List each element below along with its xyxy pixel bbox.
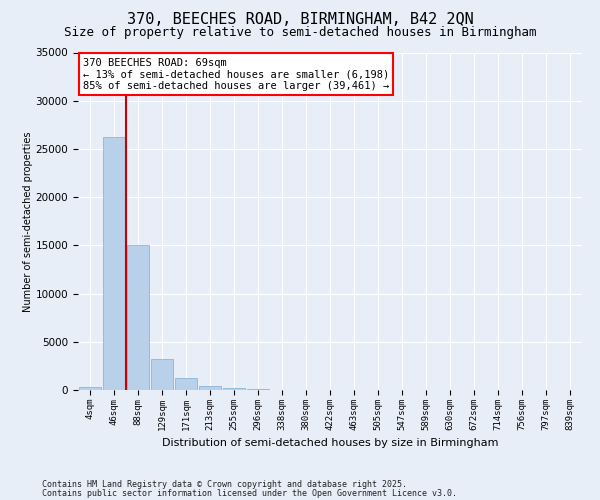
- Bar: [127, 246, 149, 390]
- Text: 370, BEECHES ROAD, BIRMINGHAM, B42 2QN: 370, BEECHES ROAD, BIRMINGHAM, B42 2QN: [127, 12, 473, 28]
- Bar: [247, 389, 269, 390]
- Bar: [175, 378, 197, 390]
- X-axis label: Distribution of semi-detached houses by size in Birmingham: Distribution of semi-detached houses by …: [162, 438, 498, 448]
- Text: 370 BEECHES ROAD: 69sqm
← 13% of semi-detached houses are smaller (6,198)
85% of: 370 BEECHES ROAD: 69sqm ← 13% of semi-de…: [83, 58, 389, 91]
- Text: Size of property relative to semi-detached houses in Birmingham: Size of property relative to semi-detach…: [64, 26, 536, 39]
- Y-axis label: Number of semi-detached properties: Number of semi-detached properties: [23, 131, 33, 312]
- Bar: [79, 386, 101, 390]
- Text: Contains HM Land Registry data © Crown copyright and database right 2025.: Contains HM Land Registry data © Crown c…: [42, 480, 407, 489]
- Bar: [223, 388, 245, 390]
- Text: Contains public sector information licensed under the Open Government Licence v3: Contains public sector information licen…: [42, 488, 457, 498]
- Bar: [151, 359, 173, 390]
- Bar: [199, 386, 221, 390]
- Bar: [103, 138, 125, 390]
